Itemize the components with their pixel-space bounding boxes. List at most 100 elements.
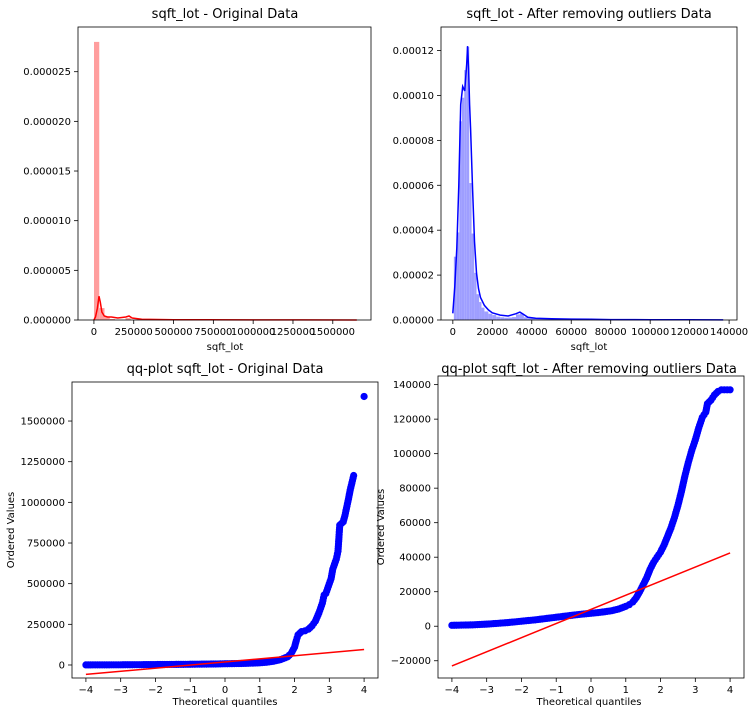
y-tick-label: 80000	[399, 484, 431, 495]
histogram-bar	[104, 317, 110, 320]
y-tick-label: 0.00002	[393, 271, 434, 282]
x-tick-label: 3	[692, 685, 698, 696]
x-tick-label: −4	[445, 685, 460, 696]
axes-frame	[440, 26, 738, 321]
y-tick-label: 250000	[27, 620, 65, 631]
y-tick-label: 0.000020	[23, 117, 71, 128]
histogram-bar	[94, 41, 100, 320]
plot-area	[452, 46, 724, 321]
histogram-bar	[535, 318, 548, 320]
qq-point	[350, 471, 358, 480]
y-tick-label: 0.000005	[23, 266, 71, 277]
y-axis-label: Ordered Values	[6, 492, 17, 569]
histogram-bar	[523, 317, 528, 320]
x-axis: −4 −3 −2 −1 0 1 2 3 4	[445, 678, 733, 696]
axes-frame	[71, 381, 379, 679]
y-tick-label: 140000	[393, 380, 431, 391]
x-tick-label: −3	[479, 685, 494, 696]
y-tick-label: 100000	[393, 449, 431, 460]
y-tick-label: 0.00010	[393, 91, 434, 102]
y-tick-label: 0.00004	[393, 226, 434, 237]
y-tick-label: 0.00000	[393, 316, 434, 327]
x-tick-label: 250000	[115, 327, 153, 338]
subplot-filtered-histogram: sqft_lot - After removing outliers Data …	[393, 7, 749, 353]
y-tick-label: −20000	[391, 656, 431, 667]
qq-point	[360, 392, 368, 401]
y-tick-label: 750000	[27, 539, 65, 550]
subplot-title: qq-plot sqft_lot - After removing outlie…	[441, 362, 737, 377]
y-axis-label: Ordered Values	[376, 489, 387, 566]
x-tick-label: 4	[361, 685, 367, 696]
histogram-bar	[519, 313, 524, 320]
y-tick-label: 1500000	[20, 417, 65, 428]
x-tick-label: 2	[657, 685, 663, 696]
y-tick-label: 0	[59, 660, 65, 671]
histogram-bar	[99, 308, 105, 320]
x-tick-label: 0	[588, 685, 594, 696]
subplot-filtered-qqplot: qq-plot sqft_lot - After removing outlie…	[376, 362, 745, 708]
y-tick-label: 1000000	[20, 498, 65, 509]
x-tick-label: 100000	[631, 327, 669, 338]
histogram-bar	[109, 319, 116, 320]
y-tick-label: 60000	[399, 518, 431, 529]
x-tick-label: 120000	[671, 327, 709, 338]
qq-point	[726, 386, 734, 394]
histogram-bar	[464, 70, 467, 320]
x-tick-label: −2	[514, 685, 529, 696]
y-axis: 0.000000 0.000005 0.000010 0.000015 0.000020…	[23, 67, 78, 327]
histogram-bar	[547, 319, 564, 320]
x-axis-label: Theoretical quantiles	[171, 697, 277, 708]
x-tick-label: 140000	[710, 327, 748, 338]
histogram-bar	[459, 121, 462, 320]
plot-area	[82, 392, 368, 676]
histogram-bar	[125, 318, 131, 320]
y-tick-label: 0	[425, 622, 431, 633]
y-tick-label: 0.000015	[23, 167, 71, 178]
x-tick-label: 0	[222, 685, 228, 696]
x-tick-label: 0	[91, 327, 97, 338]
x-axis-label: sqft_lot	[207, 342, 244, 353]
y-tick-label: 0.000010	[23, 216, 71, 227]
x-tick-label: 4	[727, 685, 733, 696]
histogram-bar	[474, 272, 477, 320]
histogram-bar	[504, 317, 509, 320]
y-tick-label: 1250000	[20, 457, 65, 468]
x-tick-label: 60000	[555, 327, 587, 338]
histogram-bar	[479, 302, 482, 320]
histogram-bar	[508, 317, 513, 320]
x-tick-label: −1	[549, 685, 564, 696]
histogram-bar	[456, 232, 460, 320]
x-tick-label: 1	[623, 685, 629, 696]
x-tick-label: 500000	[154, 327, 192, 338]
x-tick-label: −3	[113, 685, 128, 696]
x-tick-label: −2	[148, 685, 163, 696]
x-tick-label: 40000	[516, 327, 548, 338]
x-tick-label: 1000000	[231, 327, 276, 338]
x-tick-label: 750000	[194, 327, 232, 338]
plot-area	[448, 386, 734, 667]
y-tick-label: 0.00008	[393, 136, 434, 147]
y-tick-label: 120000	[393, 415, 431, 426]
histogram-bar	[496, 316, 501, 320]
histogram-bar	[515, 314, 520, 320]
kde-curve	[93, 296, 357, 321]
y-axis: 0 250000 500000 750000 1000000 1250000 1500000	[20, 417, 72, 671]
y-tick-label: 0.000000	[23, 316, 71, 327]
x-tick-label: 20000	[476, 327, 508, 338]
x-axis: 0 20000 40000 60000 80000 100000 120000 140000	[450, 320, 748, 338]
x-axis-label: Theoretical quantiles	[535, 697, 641, 708]
y-tick-label: 40000	[399, 553, 431, 564]
histogram-bar	[466, 46, 470, 321]
y-axis: −20000 0 20000 40000 60000 80000 100000 120000 1…	[391, 380, 438, 667]
subplot-title: sqft_lot - After removing outliers Data	[466, 7, 711, 22]
y-tick-label: 0.000025	[23, 67, 71, 78]
x-tick-label: 1	[257, 685, 263, 696]
x-tick-label: 1250000	[271, 327, 316, 338]
histogram-bar	[488, 313, 493, 320]
x-tick-label: 3	[326, 685, 332, 696]
histogram-bar	[476, 294, 480, 320]
axes-frame	[77, 26, 372, 321]
histogram-bar	[512, 317, 516, 320]
plot-area	[93, 41, 357, 321]
